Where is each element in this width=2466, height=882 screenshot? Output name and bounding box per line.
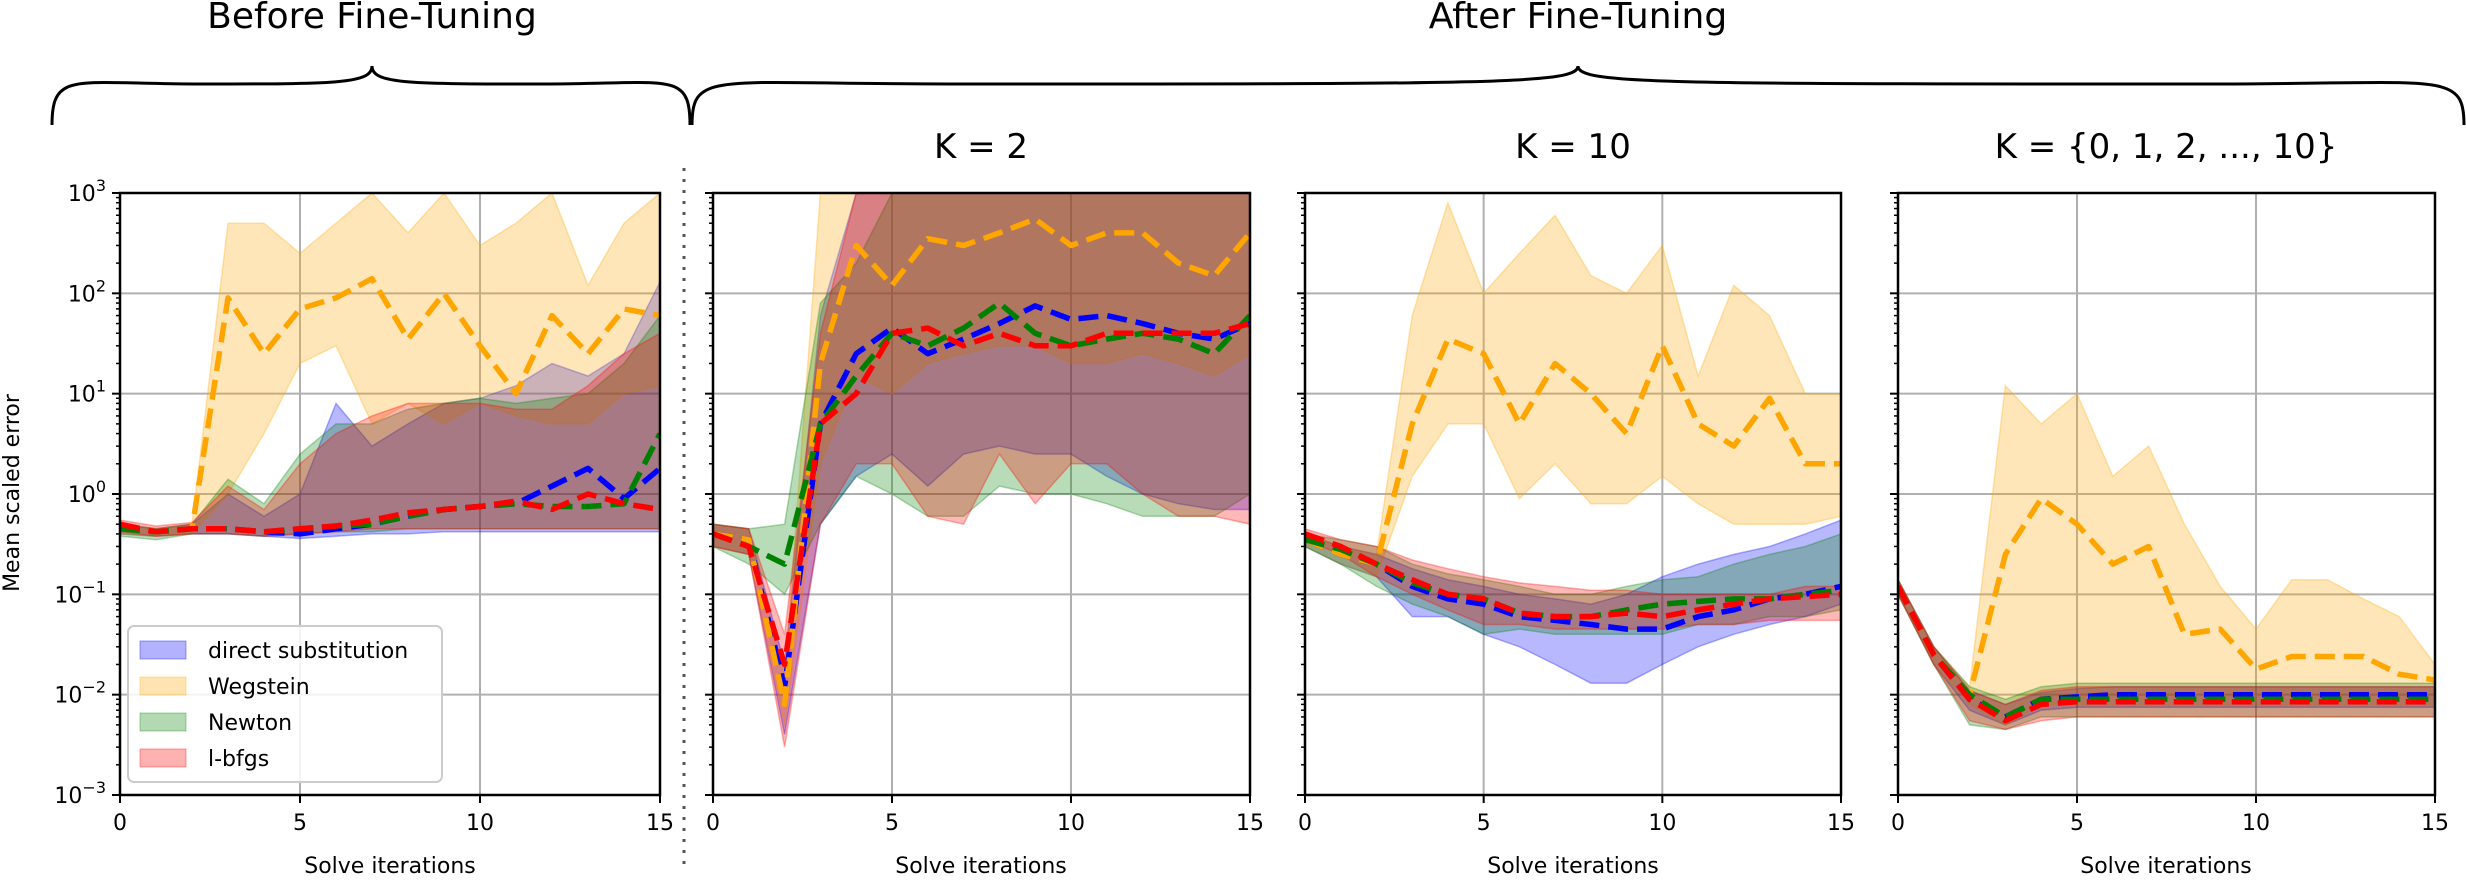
legend-entry-l-bfgs: l-bfgs — [139, 747, 269, 772]
band-wg — [120, 193, 660, 537]
panel-k-all-xlabel: Solve iterations — [2080, 854, 2252, 879]
band-wg — [1305, 200, 1841, 578]
legend-label-l-bfgs: l-bfgs — [208, 747, 269, 772]
band-ds — [1898, 579, 2435, 726]
after-fine-tuning-label: After Fine-Tuning — [1429, 0, 1727, 37]
panel-k-all: K = {0, 1, 2, ..., 10} 0 5 10 15 Solve iter… — [1890, 127, 2449, 879]
x-tick-label: 10 — [2242, 811, 2270, 836]
y-tick-label: 103 — [68, 176, 106, 207]
band-ds — [1305, 519, 1841, 684]
band-ds — [713, 193, 1250, 735]
band-lb — [120, 332, 660, 537]
band-nt — [713, 193, 1250, 596]
panel-k2-plot: 0 5 10 15 — [705, 191, 1264, 836]
band-lb — [1305, 528, 1841, 630]
y-tick-label: 100 — [68, 477, 106, 508]
x-tick-label: 15 — [1236, 811, 1264, 836]
legend-label-wegstein: Wegstein — [208, 675, 310, 700]
panel-k10-xlabel: Solve iterations — [1487, 854, 1659, 879]
x-tick-label: 10 — [1648, 811, 1676, 836]
x-tick-label: 5 — [2070, 811, 2084, 836]
y-tick-label: 10−1 — [54, 577, 106, 608]
x-tick-label: 10 — [1057, 811, 1085, 836]
panel-k2-title: K = 2 — [934, 127, 1028, 167]
legend-swatch-l-bfgs — [139, 748, 187, 768]
panel-k-all-title: K = {0, 1, 2, ..., 10} — [1995, 127, 2338, 167]
x-tick-label: 5 — [293, 811, 307, 836]
legend-label-direct-substitution: direct substitution — [208, 639, 408, 664]
legend-entry-wegstein: Wegstein — [139, 675, 310, 700]
line-lb — [1898, 585, 2435, 724]
legend-entry-direct-substitution: direct substitution — [139, 639, 408, 664]
band-ds — [120, 281, 660, 540]
line-lb — [120, 491, 660, 535]
band-wg — [713, 193, 1250, 726]
panel-k10: K = 10 0 5 10 15 Solve iterations — [1297, 127, 1855, 879]
before-fine-tuning-label: Before Fine-Tuning — [207, 0, 537, 37]
y-tick-label: 10−2 — [54, 678, 106, 709]
line-wg — [120, 275, 660, 535]
line-lb — [713, 320, 1250, 668]
group-headers: Before Fine-Tuning After Fine-Tuning — [50, 0, 2466, 870]
after-brace — [690, 65, 2466, 126]
y-axis-label: Mean scaled error — [0, 393, 25, 592]
panel-k10-title: K = 10 — [1515, 127, 1631, 167]
line-wg — [1305, 336, 1841, 567]
legend-frame — [127, 625, 443, 783]
legend-label-newton: Newton — [208, 711, 292, 736]
panel-k2: K = 2 0 5 10 15 Solve iterations — [705, 127, 1264, 879]
before-brace — [50, 65, 692, 126]
y-tick-label: 102 — [68, 276, 106, 307]
line-nt — [1898, 585, 2435, 720]
legend-swatch-direct-substitution — [139, 640, 187, 660]
x-tick-label: 15 — [1827, 811, 1855, 836]
y-tick-label: 101 — [68, 377, 106, 408]
x-tick-label: 0 — [1298, 811, 1312, 836]
panel-before-xlabel: Solve iterations — [304, 854, 476, 879]
panel-k10-plot: 0 5 10 15 — [1297, 191, 1855, 836]
panel-k-all-plot: 0 5 10 15 — [1890, 191, 2449, 836]
x-tick-label: 5 — [885, 811, 899, 836]
x-tick-label: 5 — [1477, 811, 1491, 836]
band-nt — [120, 314, 660, 541]
legend-swatch-wegstein — [139, 676, 187, 696]
panel-before: 0 5 10 15 10−3 10−2 10−1 100 101 102 103 Solve ite… — [0, 176, 674, 879]
legend-entry-newton: Newton — [139, 711, 292, 736]
legend-swatch-newton — [139, 712, 187, 732]
band-wg — [1898, 384, 2435, 726]
x-tick-label: 0 — [1891, 811, 1905, 836]
panel-k2-xlabel: Solve iterations — [895, 854, 1067, 879]
x-tick-label: 15 — [646, 811, 674, 836]
y-tick-label: 10−3 — [54, 778, 106, 809]
x-tick-label: 10 — [466, 811, 494, 836]
line-lb — [1305, 531, 1841, 620]
panel-before-plot: 0 5 10 15 10−3 10−2 10−1 100 101 102 103 — [54, 176, 674, 836]
x-tick-label: 15 — [2421, 811, 2449, 836]
x-tick-label: 0 — [706, 811, 720, 836]
x-tick-label: 0 — [113, 811, 127, 836]
legend: direct substitution Wegstein Newton l-bf… — [127, 625, 443, 783]
line-nt — [713, 300, 1250, 567]
line-wg — [1898, 495, 2435, 698]
